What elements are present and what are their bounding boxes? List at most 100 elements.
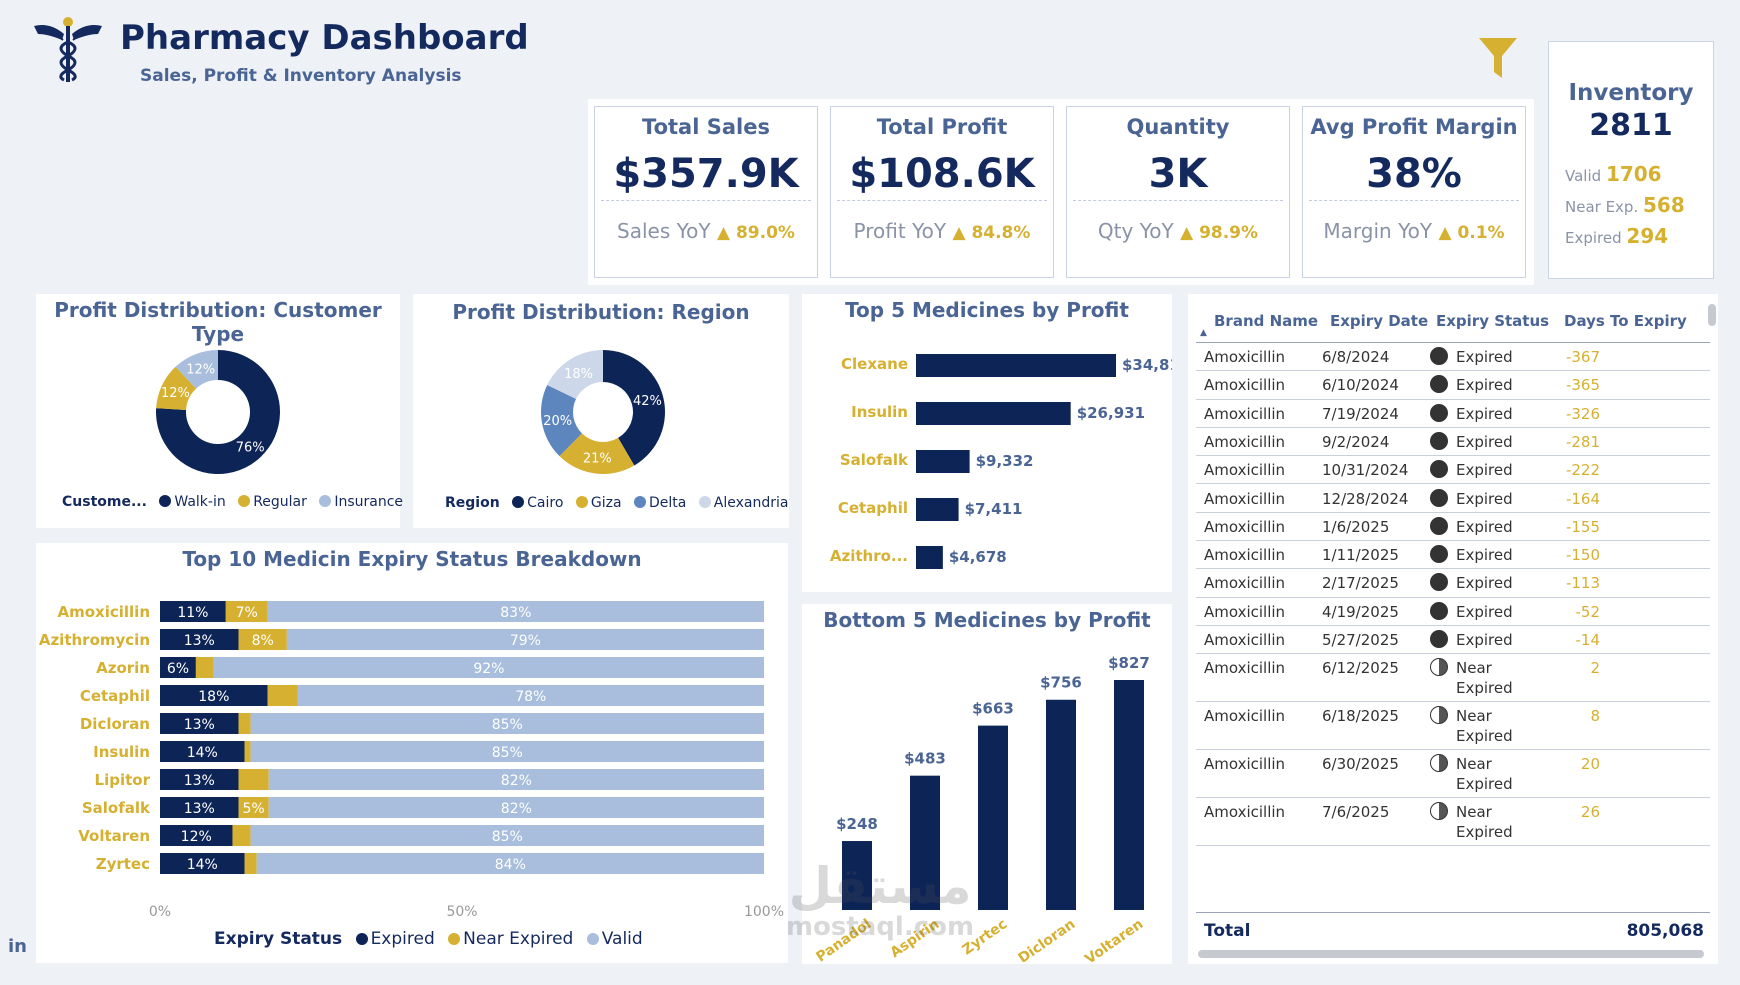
table-row[interactable]: Amoxicillin 6/12/2025 Near Expired 2: [1196, 653, 1710, 703]
segment-label: 84%: [495, 857, 526, 873]
table-row[interactable]: Amoxicillin 6/8/2024 Expired -367: [1196, 342, 1710, 372]
segment-label: 85%: [492, 745, 523, 761]
bar-value-label: $4,678: [949, 548, 1007, 566]
linkedin-icon[interactable]: in: [8, 936, 27, 957]
dashboard-title: Pharmacy Dashboard: [120, 18, 529, 58]
inventory-card: Inventory 2811 Valid 1706 Near Exp. 568 …: [1548, 41, 1714, 279]
table-row[interactable]: Amoxicillin 4/19/2025 Expired -52: [1196, 597, 1710, 626]
segment-label: 83%: [500, 605, 531, 621]
table-row[interactable]: Amoxicillin 12/28/2024 Expired -164: [1196, 484, 1710, 513]
inventory-near-label: Near Exp.: [1565, 198, 1639, 216]
bar-value-label: $7,411: [965, 500, 1023, 518]
segment-label: 92%: [473, 661, 504, 677]
expiry-legend: Expiry Status Expired Near Expired Valid: [214, 929, 643, 949]
table-row[interactable]: Amoxicillin 6/10/2024 Expired -365: [1196, 370, 1710, 400]
table-row[interactable]: Amoxicillin 1/11/2025 Expired -150: [1196, 540, 1710, 570]
bar-value-label: $827: [1108, 654, 1150, 672]
cell-brand: Amoxicillin: [1204, 803, 1286, 822]
cell-days: -52: [1575, 602, 1601, 621]
legend-valid: Valid: [601, 929, 643, 949]
kpi-yoy-value: ▲ 89.0%: [716, 223, 795, 243]
segment-valid: [250, 713, 765, 734]
segment-expired: [160, 853, 245, 874]
donut-slice-cairo: [603, 350, 665, 466]
cell-expiry-date: 6/8/2024: [1322, 348, 1390, 366]
cell-status: Expired: [1456, 602, 1513, 621]
filled-circle-icon: [1430, 545, 1448, 564]
segment-near-expired: [225, 601, 268, 622]
bar-category-label: Cetaphil: [80, 687, 150, 705]
segment-expired: [160, 657, 196, 678]
watermark: مستقل mostaql.com: [760, 860, 1000, 942]
bar-category-label: Dicloran: [1015, 916, 1078, 962]
cell-brand: Amoxicillin: [1204, 546, 1286, 565]
bar-value-label: $34,819: [1122, 356, 1172, 374]
cell-days: -222: [1565, 461, 1600, 480]
table-row[interactable]: Amoxicillin 9/2/2024 Expired -281: [1196, 427, 1710, 457]
filled-circle-icon: [1430, 488, 1448, 507]
segment-valid: [213, 657, 764, 678]
bar-zyrtec: [978, 725, 1008, 910]
segment-near-expired: [232, 825, 251, 846]
filled-circle-icon: [1430, 460, 1448, 479]
kpi-title: Total Profit: [876, 115, 1008, 139]
cell-status: Expired: [1456, 376, 1513, 395]
kpi-yoy-value: ▲ 84.8%: [952, 223, 1031, 243]
table-row[interactable]: Amoxicillin 1/6/2025 Expired -155: [1196, 512, 1710, 542]
cell-days: 26: [1580, 803, 1600, 822]
kpi-yoy-label: Sales YoY: [617, 219, 711, 243]
filter-funnel-icon[interactable]: [1478, 36, 1518, 80]
segment-valid: [267, 601, 764, 622]
chart-title: Top 10 Medicin Expiry Status Breakdown: [182, 547, 642, 571]
table-row[interactable]: Amoxicillin 6/30/2025 Near Expired 20: [1196, 749, 1710, 799]
cell-days: -326: [1565, 404, 1600, 423]
filled-circle-icon: [1430, 573, 1448, 592]
table-body: Amoxicillin 6/8/2024 Expired -367 Amoxicilli…: [1196, 342, 1710, 910]
legend-regular: Regular: [253, 494, 307, 510]
segment-expired: [160, 797, 239, 818]
column-header-status[interactable]: Expiry Status: [1436, 312, 1550, 330]
cell-expiry-date: 5/27/2025: [1322, 631, 1399, 649]
expiry-breakdown-panel: Top 10 Medicin Expiry Status Breakdown A…: [36, 543, 788, 963]
column-header-date[interactable]: Expiry Date: [1330, 312, 1429, 330]
bar-category-label: Amoxicillin: [58, 603, 151, 621]
region-donut: 42% 21% 20% 18%: [541, 350, 665, 474]
cell-expiry-date: 10/31/2024: [1322, 461, 1409, 480]
bar-category-label: Salofalk: [82, 799, 151, 817]
table-row[interactable]: Amoxicillin 7/19/2024 Expired -326: [1196, 399, 1710, 428]
cell-status: Expired: [1456, 679, 1513, 698]
kpi-value: $108.6K: [849, 151, 1035, 197]
kpi-yoy: Sales YoY ▲ 89.0%: [595, 219, 817, 243]
kpi-total-profit: Total Profit $108.6K Profit YoY ▲ 84.8%: [830, 106, 1054, 278]
table-row[interactable]: Amoxicillin 10/31/2024 Expired -222: [1196, 455, 1710, 485]
logo-caduceus-icon: [32, 12, 104, 84]
cell-status: Expired: [1456, 461, 1513, 480]
bar-category-label: Dicloran: [80, 715, 150, 733]
cell-expiry-date: 4/19/2025: [1322, 602, 1399, 621]
column-header-brand[interactable]: Brand Name: [1214, 312, 1319, 330]
table-h-scrollbar[interactable]: [1198, 950, 1704, 958]
inventory-near: Near Exp. 568: [1565, 193, 1685, 217]
segment-label: 13%: [184, 801, 215, 817]
legend-near-expired: Near Expired: [463, 929, 574, 949]
kpi-quantity: Quantity 3K Qty YoY ▲ 98.9%: [1066, 106, 1290, 278]
table-row[interactable]: Amoxicillin 5/27/2025 Expired -14: [1196, 625, 1710, 655]
table-scrollbar[interactable]: [1708, 304, 1716, 326]
segment-valid: [250, 825, 765, 846]
half-circle-icon: [1430, 658, 1448, 677]
table-row[interactable]: Amoxicillin 7/6/2025 Near Expired 26: [1196, 797, 1710, 847]
table-row[interactable]: Amoxicillin 6/18/2025 Near Expired 8: [1196, 701, 1710, 751]
cell-expiry-date: 7/6/2025: [1322, 803, 1390, 822]
slice-label: 42%: [633, 394, 662, 409]
column-header-days[interactable]: Days To Expiry: [1564, 312, 1687, 330]
kpi-value: 3K: [1148, 151, 1208, 197]
region-panel: Profit Distribution: Region 42% 21% 20% 18%…: [413, 294, 789, 528]
sort-asc-icon[interactable]: ▲: [1200, 328, 1207, 338]
bar-category-label: Insulin: [851, 403, 908, 421]
table-row[interactable]: Amoxicillin 2/17/2025 Expired -113: [1196, 568, 1710, 598]
cell-status: Expired: [1456, 546, 1513, 565]
cell-status: Expired: [1456, 432, 1513, 451]
cell-days: -113: [1565, 574, 1600, 593]
bar-salofalk: [916, 450, 970, 473]
segment-expired: [160, 685, 268, 706]
